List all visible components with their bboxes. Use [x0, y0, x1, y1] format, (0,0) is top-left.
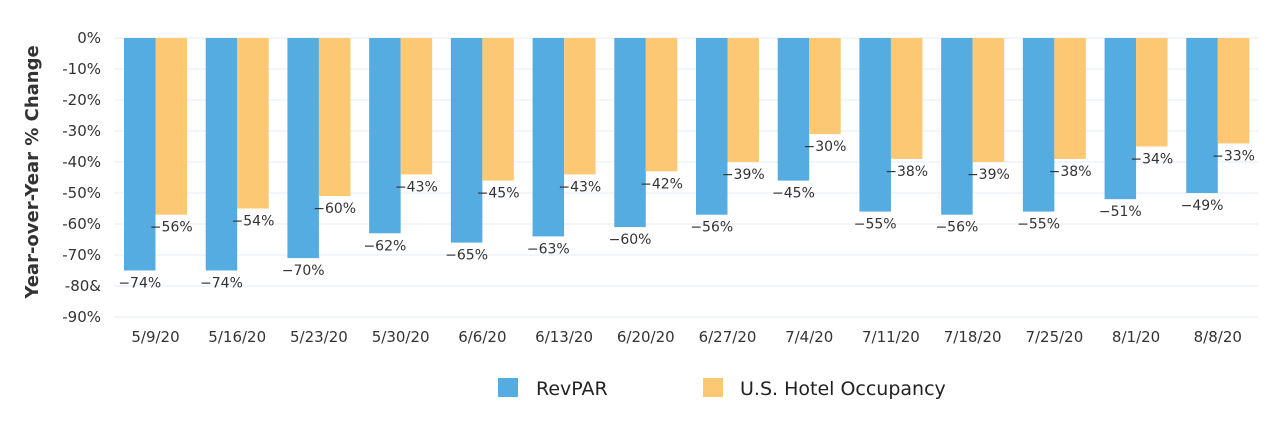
x-tick-label: 6/27/20 — [699, 328, 757, 346]
bar-revpar — [450, 38, 483, 243]
data-label-us-hotel-occupancy: −54% — [232, 214, 275, 230]
x-tick-label: 7/18/20 — [944, 328, 1002, 346]
bar-us-hotel-occupancy — [645, 38, 678, 172]
bar-us-hotel-occupancy — [890, 38, 923, 159]
bar-us-hotel-occupancy — [1136, 38, 1168, 147]
bar-revpar — [859, 38, 891, 212]
bar-us-hotel-occupancy — [564, 38, 596, 175]
x-tick-label: 5/9/20 — [131, 328, 179, 346]
data-label-revpar: −56% — [690, 220, 733, 236]
data-label-revpar: −65% — [445, 248, 488, 264]
bar-revpar — [941, 38, 973, 215]
data-label-revpar: −56% — [935, 220, 978, 236]
bar-us-hotel-occupancy — [155, 38, 187, 215]
bar-revpar — [287, 38, 319, 259]
y-tick-label: -20% — [62, 91, 101, 109]
y-tick-label: 0% — [77, 29, 101, 47]
data-label-revpar: −70% — [282, 263, 325, 279]
data-label-revpar: −49% — [1181, 198, 1224, 214]
bar-us-hotel-occupancy — [972, 38, 1005, 162]
data-label-revpar: −63% — [527, 241, 570, 257]
data-label-us-hotel-occupancy: −39% — [967, 167, 1010, 183]
y-tick-label: -40% — [62, 153, 101, 171]
x-tick-label: 8/1/20 — [1112, 328, 1160, 346]
bar-revpar — [532, 38, 565, 237]
data-label-revpar: −62% — [363, 238, 406, 254]
legend-swatch-revpar — [498, 378, 518, 397]
x-tick-label: 7/11/20 — [862, 328, 920, 346]
y-tick-label: -10% — [62, 60, 101, 78]
x-axis-ticks: 5/9/20 5/16/20 5/23/20 5/30/20 6/6/20 6/13/20… — [131, 328, 1242, 346]
bar-us-hotel-occupancy — [727, 38, 759, 162]
data-label-us-hotel-occupancy: −42% — [640, 176, 683, 192]
bar-revpar — [696, 38, 728, 215]
bars — [124, 38, 1250, 271]
bar-revpar — [1022, 38, 1055, 212]
legend-label-revpar: RevPAR — [536, 378, 608, 400]
x-tick-label: 8/8/20 — [1194, 328, 1242, 346]
data-label-revpar: −74% — [118, 276, 161, 292]
data-label-us-hotel-occupancy: −45% — [477, 186, 520, 202]
x-tick-label: 6/13/20 — [535, 328, 593, 346]
bar-us-hotel-occupancy — [1217, 38, 1250, 144]
x-tick-label: 6/6/20 — [458, 328, 506, 346]
bar-us-hotel-occupancy — [400, 38, 433, 175]
data-label-us-hotel-occupancy: −56% — [150, 220, 193, 236]
bar-revpar — [369, 38, 401, 234]
x-tick-label: 5/30/20 — [372, 328, 430, 346]
bar-revpar — [124, 38, 156, 271]
bar-us-hotel-occupancy — [809, 38, 841, 135]
legend-swatch-us-hotel-occupancy — [703, 378, 723, 397]
x-tick-label: 5/16/20 — [208, 328, 266, 346]
bar-revpar — [1104, 38, 1137, 200]
data-label-revpar: −55% — [854, 217, 897, 233]
legend-label-us-hotel-occupancy: U.S. Hotel Occupancy — [740, 378, 946, 400]
data-label-revpar: −74% — [200, 276, 243, 292]
bar-us-hotel-occupancy — [318, 38, 351, 197]
bar-revpar — [614, 38, 646, 228]
data-label-us-hotel-occupancy: −34% — [1130, 152, 1173, 168]
data-label-revpar: −45% — [772, 186, 815, 202]
data-label-us-hotel-occupancy: −30% — [804, 139, 847, 155]
data-label-revpar: −60% — [609, 232, 652, 248]
bar-us-hotel-occupancy — [1054, 38, 1086, 159]
data-label-us-hotel-occupancy: −33% — [1212, 148, 1255, 164]
bar-revpar — [777, 38, 810, 181]
bar-revpar — [205, 38, 238, 271]
data-label-us-hotel-occupancy: −38% — [1049, 164, 1092, 180]
data-label-revpar: −51% — [1099, 204, 1142, 220]
data-label-us-hotel-occupancy: −43% — [558, 179, 601, 195]
data-label-us-hotel-occupancy: −60% — [313, 201, 356, 217]
bar-us-hotel-occupancy — [482, 38, 514, 181]
x-tick-label: 6/20/20 — [617, 328, 675, 346]
x-tick-label: 7/4/20 — [785, 328, 833, 346]
y-axis-label: Year-over-Year % Change — [22, 45, 43, 299]
x-tick-label: 7/25/20 — [1025, 328, 1083, 346]
data-label-us-hotel-occupancy: −38% — [885, 164, 928, 180]
y-tick-label: -80& — [65, 277, 101, 295]
data-label-us-hotel-occupancy: −43% — [395, 179, 438, 195]
y-tick-label: -50% — [62, 184, 101, 202]
y-tick-label: -90% — [62, 308, 101, 326]
y-tick-label: -30% — [62, 122, 101, 140]
bar-us-hotel-occupancy — [237, 38, 269, 209]
y-tick-label: -60% — [62, 215, 101, 233]
y-tick-label: -70% — [62, 246, 101, 264]
y-axis-ticks: 0% -10% -20% -30% -40% -50% -60% -70% -80& -90% — [62, 29, 101, 326]
legend: RevPAR U.S. Hotel Occupancy — [498, 378, 946, 400]
bar-revpar — [1186, 38, 1218, 193]
x-tick-label: 5/23/20 — [290, 328, 348, 346]
data-labels: −74% −56% −74% −54% −70% −60% −62% −43% −65% −45%… — [118, 139, 1255, 291]
data-label-us-hotel-occupancy: −39% — [722, 167, 765, 183]
data-label-revpar: −55% — [1017, 217, 1060, 233]
